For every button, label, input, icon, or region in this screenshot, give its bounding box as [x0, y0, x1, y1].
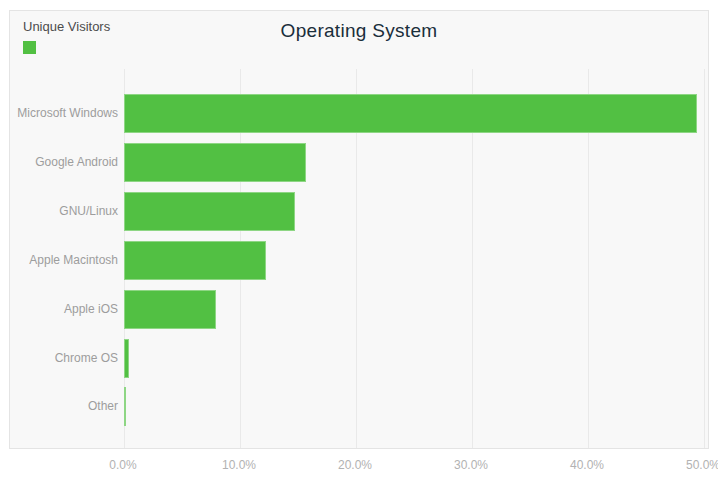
gridline	[704, 69, 705, 448]
x-tick-label: 0.0%	[83, 458, 163, 472]
bar-apple-macintosh[interactable]	[124, 241, 266, 280]
bar-other[interactable]	[124, 387, 126, 426]
category-labels: Microsoft Windows Google Android GNU/Linux…	[10, 69, 118, 448]
category-label: Apple iOS	[10, 290, 118, 329]
x-tick-label: 40.0%	[547, 458, 627, 472]
x-tick-label: 30.0%	[431, 458, 511, 472]
category-label: Google Android	[10, 143, 118, 182]
plot-area	[124, 69, 706, 448]
category-label: Microsoft Windows	[10, 94, 118, 133]
category-label: Apple Macintosh	[10, 241, 118, 280]
x-tick-label: 50.0%	[663, 458, 718, 472]
legend-swatch	[23, 41, 36, 54]
category-label: Other	[10, 387, 118, 426]
x-tick-label: 10.0%	[199, 458, 279, 472]
analytics-chart-page: { "legend": { "label": "Unique Visitors"…	[0, 0, 718, 487]
bar-apple-ios[interactable]	[124, 290, 216, 329]
bar-microsoft-windows[interactable]	[124, 94, 697, 133]
bar-gnu-linux[interactable]	[124, 192, 295, 231]
x-axis-ticks: 0.0%10.0%20.0%30.0%40.0%50.0%	[123, 458, 705, 476]
bar-google-android[interactable]	[124, 143, 306, 182]
category-label: GNU/Linux	[10, 192, 118, 231]
x-tick-label: 20.0%	[315, 458, 395, 472]
chart-panel: Unique Visitors Operating System Microso…	[9, 10, 709, 449]
chart-title: Operating System	[10, 20, 708, 42]
bar-chrome-os[interactable]	[124, 339, 129, 378]
category-label: Chrome OS	[10, 339, 118, 378]
